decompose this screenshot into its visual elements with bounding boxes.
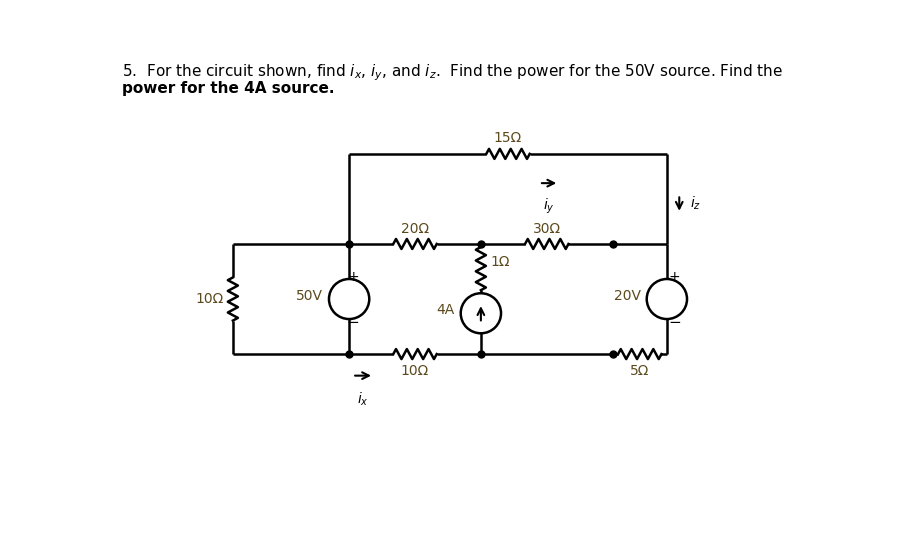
- Text: 5Ω: 5Ω: [630, 364, 649, 378]
- Text: 10Ω: 10Ω: [196, 292, 224, 306]
- Text: 15Ω: 15Ω: [494, 131, 522, 145]
- Text: +: +: [668, 271, 680, 285]
- Text: 10Ω: 10Ω: [400, 364, 429, 378]
- Text: 5.  For the circuit shown, find $i_x$, $i_y$, and $i_z$.  Find the power for the: 5. For the circuit shown, find $i_x$, $i…: [122, 62, 783, 82]
- Text: $i_x$: $i_x$: [357, 391, 369, 408]
- Text: 20V: 20V: [613, 289, 640, 303]
- Text: power for the 4A source.: power for the 4A source.: [122, 81, 335, 96]
- Text: 20Ω: 20Ω: [400, 222, 429, 236]
- Text: 4A: 4A: [437, 303, 455, 317]
- Text: 1Ω: 1Ω: [490, 256, 510, 270]
- Text: $i_z$: $i_z$: [690, 195, 701, 213]
- Text: 50V: 50V: [296, 289, 323, 303]
- Text: +: +: [347, 271, 359, 285]
- Text: $i_y$: $i_y$: [543, 197, 555, 216]
- Text: −: −: [346, 315, 359, 330]
- Text: −: −: [668, 315, 681, 330]
- Text: 30Ω: 30Ω: [533, 222, 561, 236]
